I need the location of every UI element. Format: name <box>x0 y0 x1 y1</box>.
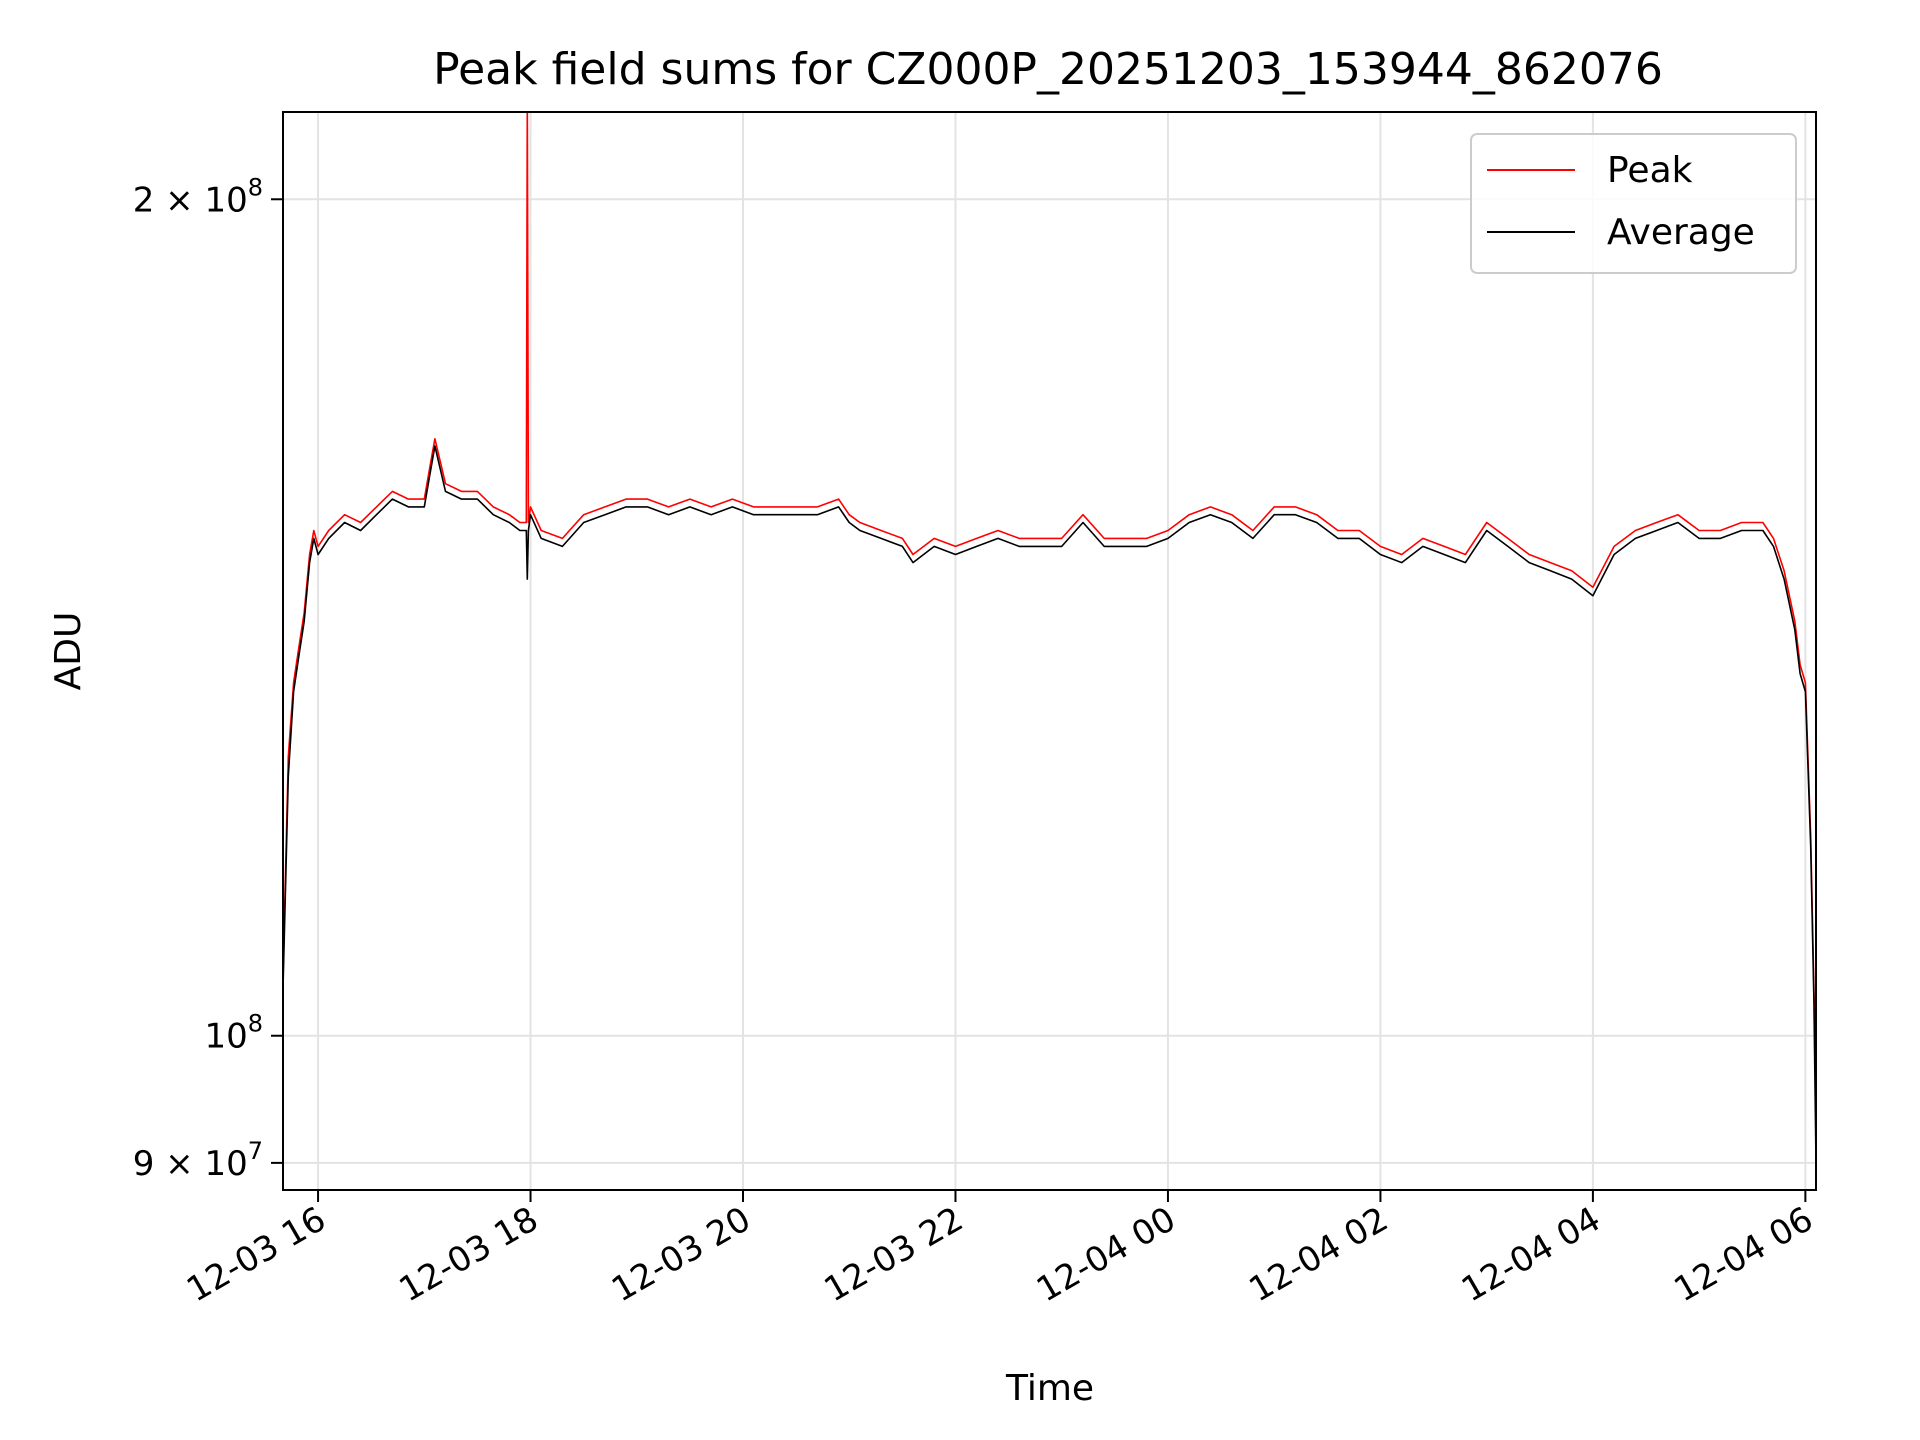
y-tick-label-base: 2 × 10 <box>133 180 248 220</box>
y-tick-label: 2 × 108 <box>133 173 263 220</box>
y-axis-label: ADU <box>48 612 89 691</box>
grid <box>283 112 1816 1190</box>
x-axis-label: Time <box>1005 1368 1094 1409</box>
series-line-average <box>283 445 1816 1163</box>
y-tick-label: 108 <box>204 1010 263 1057</box>
y-tick-label-exponent: 8 <box>248 1010 263 1038</box>
y-tick-label-exponent: 8 <box>248 173 263 201</box>
legend-label-average: Average <box>1607 212 1755 253</box>
y-tick-label: 9 × 107 <box>133 1137 263 1184</box>
chart-title: Peak field sums for CZ000P_20251203_1539… <box>433 44 1663 95</box>
plot-frame <box>282 111 1817 1191</box>
y-tick-label-base: 10 <box>204 1017 247 1057</box>
series-layer <box>283 112 1816 1163</box>
legend-box <box>1470 133 1797 274</box>
y-tick-label-exponent: 7 <box>248 1137 263 1165</box>
series-line-peak <box>283 112 1816 1073</box>
y-tick-label-base: 9 × 10 <box>133 1144 248 1184</box>
legend-label-peak: Peak <box>1607 150 1693 191</box>
legend: Peak Average <box>1470 133 1797 274</box>
